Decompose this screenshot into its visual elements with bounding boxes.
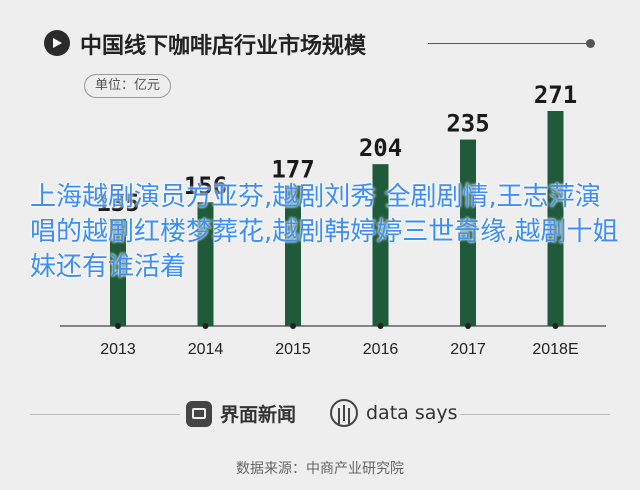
- x-tick-dot: [465, 323, 471, 329]
- bar-chart: 135 2013 156 2014 177 2015 204 2016 235 2017 271 20…: [60, 81, 606, 358]
- x-tick-dot: [202, 323, 209, 329]
- value-label-2018E: 271: [534, 81, 577, 109]
- x-tick-label-2015: 2015: [275, 341, 311, 358]
- play-circle-icon: [44, 30, 70, 56]
- bar-2015: [285, 185, 301, 326]
- overlay-caption: 上海越剧演员方亚芬,越剧刘秀 全剧剧情,王志萍演唱的越剧红楼梦葬花,越剧韩婷婷三…: [30, 182, 619, 282]
- x-tick-dot: [377, 323, 384, 329]
- footer-divider-left: [30, 414, 180, 415]
- bar-2018E: [547, 111, 564, 326]
- value-label-2014: 156: [184, 172, 227, 200]
- bar-2017: [460, 139, 476, 326]
- value-label-2015: 177: [271, 156, 314, 184]
- x-tick-dot: [552, 323, 559, 329]
- value-label-2016: 204: [359, 134, 402, 162]
- x-tick-label-2016: 2016: [363, 341, 399, 358]
- bar-2014: [197, 202, 214, 326]
- brand-jiemian: 界面新闻: [186, 400, 296, 427]
- bar-2016: [372, 164, 389, 326]
- x-tick-label-2014: 2014: [188, 341, 224, 358]
- x-tick-label-2013: 2013: [100, 341, 136, 358]
- data-source: 数据来源：中商产业研究院: [236, 461, 404, 477]
- footer-divider-right: [460, 414, 610, 415]
- data-says-logo-icon: [330, 399, 358, 427]
- chart-title: 中国线下咖啡店行业市场规模: [80, 34, 367, 59]
- title-divider: [428, 43, 588, 44]
- x-tick-dot: [115, 323, 121, 329]
- brand-data-says-text: data says: [366, 402, 458, 424]
- value-label-2013: 135: [96, 189, 139, 217]
- brand-data-says: data says: [330, 399, 458, 427]
- jiemian-logo-icon: [186, 400, 212, 427]
- value-label-2017: 235: [446, 110, 489, 138]
- x-tick-dot: [290, 323, 296, 329]
- brand-jiemian-text: 界面新闻: [220, 404, 297, 426]
- bar-2013: [110, 218, 126, 326]
- x-tick-label-2018E: 2018E: [532, 341, 578, 358]
- chart-header: 中国线下咖啡店行业市场规模 单位：亿元: [0, 0, 640, 98]
- x-tick-label-2017: 2017: [450, 341, 486, 358]
- unit-label: 单位：亿元: [84, 74, 172, 98]
- title-divider-dot: [586, 39, 595, 48]
